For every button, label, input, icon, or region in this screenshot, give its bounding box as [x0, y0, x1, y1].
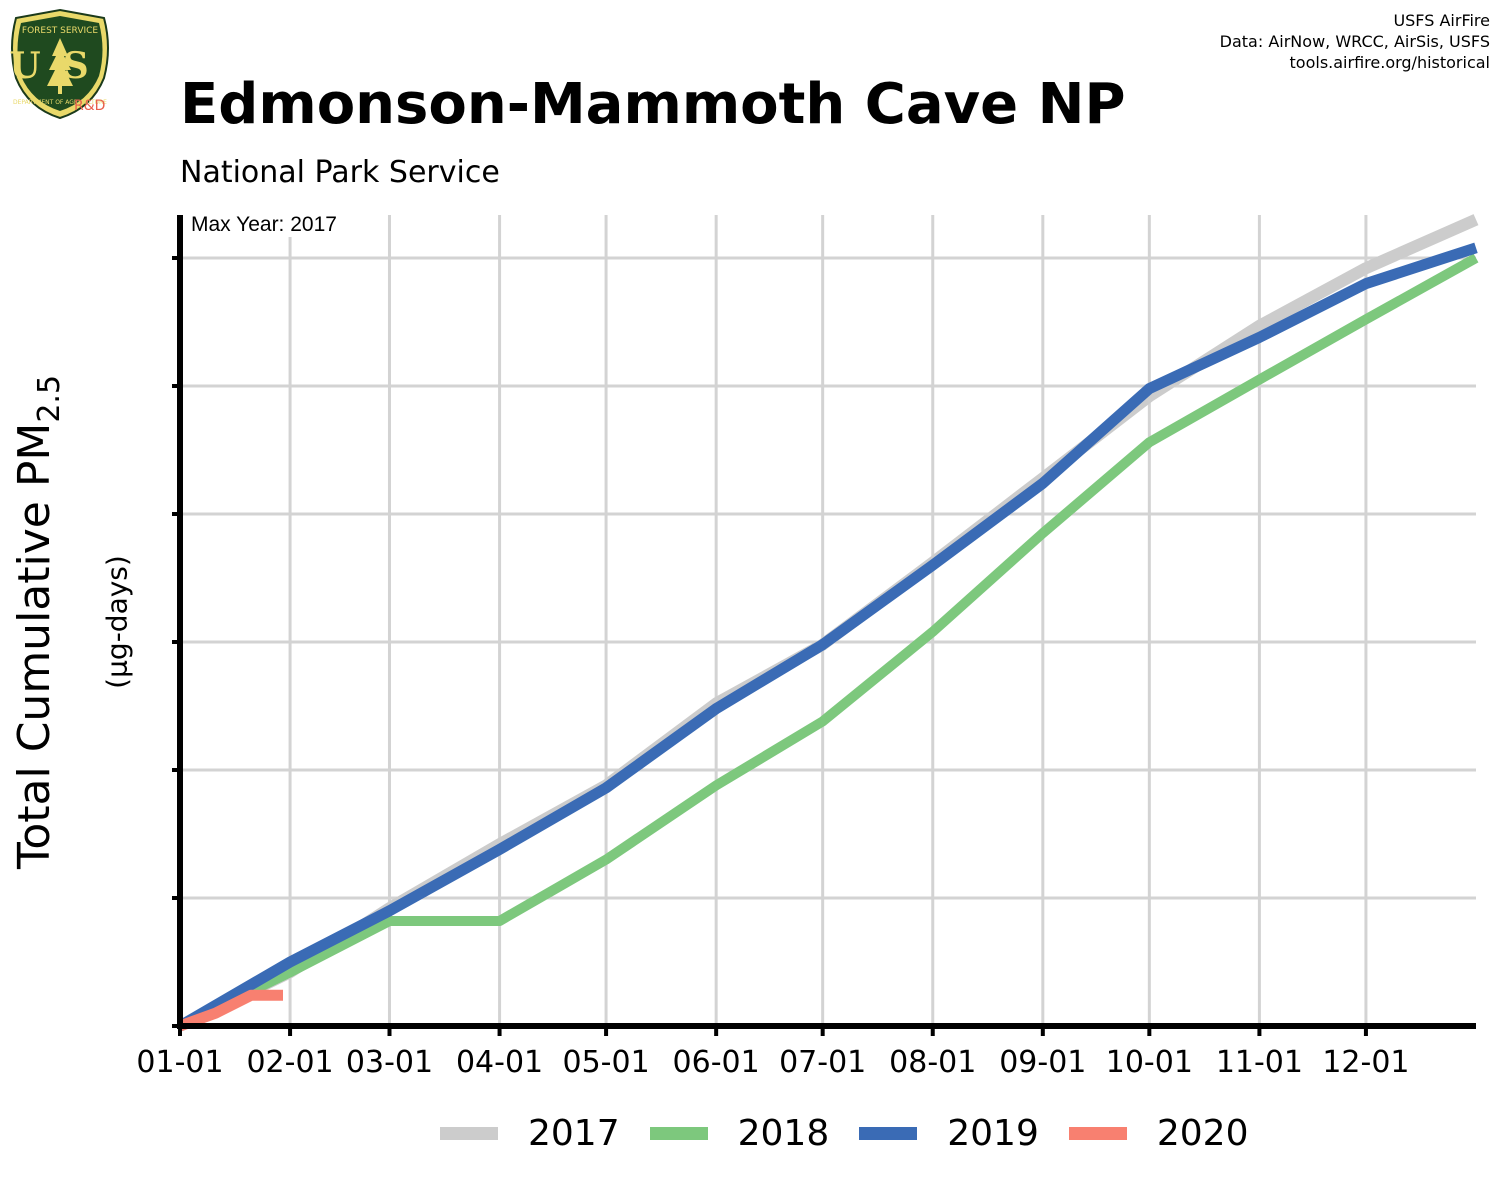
credit-line-1: USFS AirFire: [1393, 11, 1490, 30]
gridlines: [180, 215, 1476, 1026]
logo-bottom-text: DEPARTMENT OF AGRICULTURE: [13, 99, 107, 106]
y-axis-label-sub: 2.5: [31, 374, 67, 423]
x-tick-labels: 01-01 02-01 03-01 04-01 05-01 06-01 07-01 08-01…: [136, 1045, 1409, 1080]
chart-title: Edmonson-Mammoth Cave NP: [180, 72, 1126, 137]
logo-initials: US: [9, 45, 110, 87]
legend-item-2018: 2018: [649, 1113, 830, 1154]
x-tick-label: 08-01: [889, 1045, 976, 1080]
series-line-2017: [177, 214, 1479, 1032]
x-tick-label: 04-01: [456, 1045, 543, 1080]
x-tick-label: 01-01: [136, 1045, 223, 1080]
credits: USFS AirFire Data: AirNow, WRCC, AirSis,…: [1220, 10, 1490, 73]
legend-item-2020: 2020: [1068, 1113, 1249, 1154]
legend-item-2019: 2019: [859, 1113, 1039, 1154]
series-line-2020: [178, 989, 283, 1032]
x-tick-label: 05-01: [562, 1045, 649, 1080]
legend-label-2019: 2019: [947, 1113, 1039, 1154]
x-tick-label: 12-01: [1322, 1045, 1409, 1080]
x-tick-label: 03-01: [346, 1045, 433, 1080]
series-lines: [177, 214, 1479, 1032]
rd-label: R&D: [74, 98, 106, 114]
credit-line-3: tools.airfire.org/historical: [1289, 53, 1490, 72]
x-tick-label: 09-01: [999, 1045, 1086, 1080]
credit-line-2: Data: AirNow, WRCC, AirSis, USFS: [1219, 32, 1490, 51]
x-tick-label: 06-01: [673, 1045, 760, 1080]
legend-label-2017: 2017: [528, 1113, 620, 1154]
legend-swatch-2019: [859, 1127, 918, 1140]
x-tick-label: 10-01: [1106, 1045, 1193, 1080]
legend: 2017 2018 2019 2020: [440, 1113, 1279, 1154]
x-tick-label: 07-01: [779, 1045, 866, 1080]
legend-swatch-2018: [649, 1127, 708, 1140]
legend-label-2020: 2020: [1156, 1113, 1249, 1154]
x-tick-label: 11-01: [1216, 1045, 1303, 1080]
series-line-2018: [177, 253, 1479, 1031]
max-year-annotation: Max Year: 2017: [189, 213, 339, 237]
y-axis-units: (µg-days): [100, 555, 134, 689]
chart-subtitle: National Park Service: [180, 155, 500, 190]
legend-item-2017: 2017: [440, 1113, 620, 1154]
logo-top-text: FOREST SERVICE: [22, 26, 99, 36]
y-axis-label-main: Total Cumulative PM: [9, 422, 61, 870]
legend-label-2018: 2018: [737, 1113, 830, 1154]
series-line-2019: [177, 242, 1478, 1031]
x-tick-label: 02-01: [246, 1045, 333, 1080]
legend-swatch-2017: [440, 1127, 498, 1140]
legend-swatch-2020: [1068, 1127, 1127, 1140]
axes: [172, 215, 1476, 1036]
forest-service-shield-icon: FOREST SERVICE US DEPARTMENT OF AGRICULT…: [9, 8, 110, 120]
y-axis-label: Total Cumulative PM2.5: [9, 375, 67, 869]
